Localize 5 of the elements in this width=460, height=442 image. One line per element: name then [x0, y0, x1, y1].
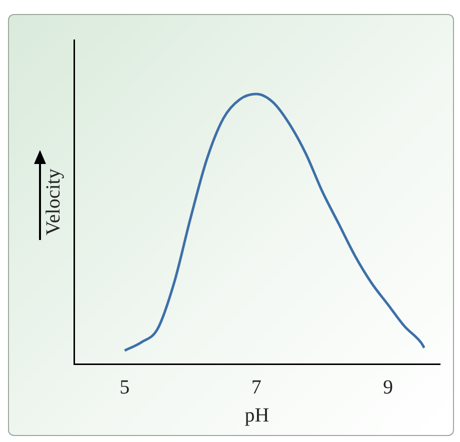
- x-axis-title: pH: [244, 404, 270, 426]
- y-axis-title: Velocity: [42, 168, 64, 236]
- x-tick-label: 5: [120, 376, 130, 398]
- x-tick-label: 9: [382, 376, 393, 398]
- x-tick-label: 7: [251, 376, 262, 398]
